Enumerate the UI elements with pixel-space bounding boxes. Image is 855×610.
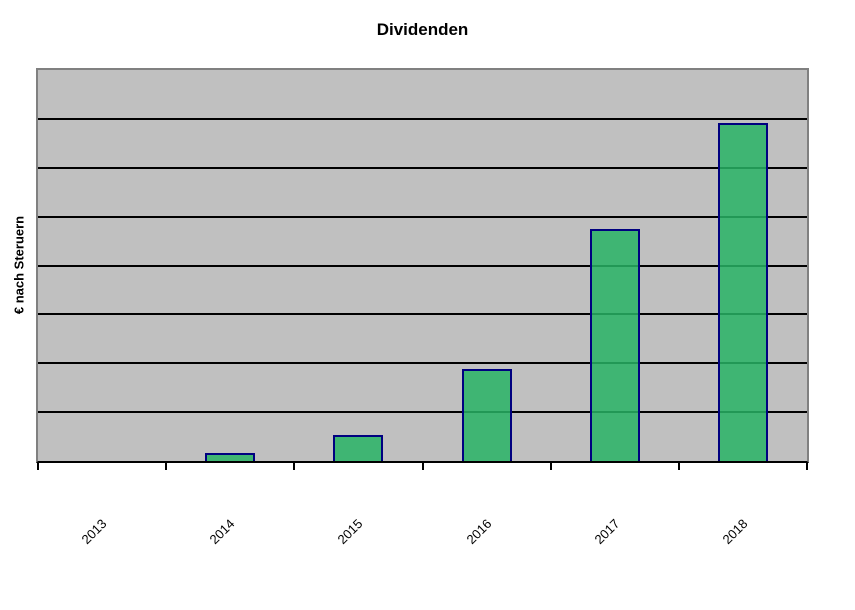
x-axis-label-2018: 2018: [719, 516, 751, 548]
y-axis-title: € nach Steruern: [11, 215, 27, 315]
x-axis-label-2013: 2013: [78, 516, 110, 548]
x-axis-tick: [678, 463, 680, 470]
x-axis-label-2015: 2015: [334, 516, 366, 548]
x-axis-tick: [37, 463, 39, 470]
chart-title: Dividenden: [376, 20, 469, 39]
plot-area: [36, 68, 809, 463]
bar-2017: [590, 229, 640, 461]
x-axis-tick: [550, 463, 552, 470]
x-axis-tick: [165, 463, 167, 470]
x-axis-tick: [806, 463, 808, 470]
gridline: [38, 117, 807, 120]
bar-2015: [333, 435, 383, 461]
bar-2014: [205, 453, 255, 461]
gridline: [38, 166, 807, 169]
x-axis-label-2017: 2017: [591, 516, 623, 548]
x-axis-tick: [293, 463, 295, 470]
x-axis-label-2016: 2016: [463, 516, 495, 548]
gridline: [38, 313, 807, 316]
gridline: [38, 411, 807, 414]
x-axis-label-2014: 2014: [206, 516, 238, 548]
gridline: [38, 362, 807, 365]
gridline: [38, 264, 807, 267]
gridline: [38, 215, 807, 218]
bar-2016: [462, 369, 512, 461]
x-axis-tick: [422, 463, 424, 470]
bar-2018: [718, 123, 768, 461]
